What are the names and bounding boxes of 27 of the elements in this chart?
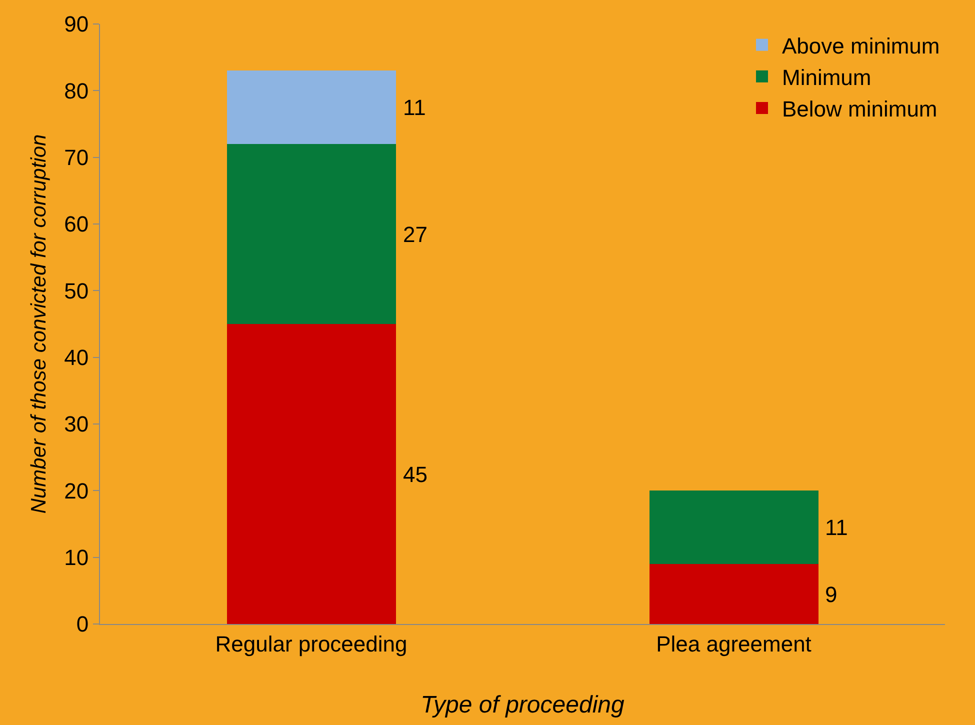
y-tick-label: 20 <box>64 478 89 504</box>
y-tick-label: 10 <box>64 545 89 570</box>
x-tick-label: Regular proceeding <box>215 631 408 656</box>
bar <box>649 564 818 624</box>
y-tick-label: 40 <box>64 345 89 370</box>
y-tick-label: 80 <box>64 78 89 104</box>
y-tick-label: 90 <box>64 12 89 37</box>
x-axis-title: Type of proceeding <box>420 692 625 719</box>
legend-label: Above minimum <box>782 33 940 58</box>
bar <box>226 144 396 324</box>
x-tick-label: Plea agreement <box>656 631 812 656</box>
legend-label: Below minimum <box>782 96 938 122</box>
y-axis-title: Number of those convicted for corruption <box>27 134 50 514</box>
legend-label: Minimum <box>782 64 872 90</box>
bar <box>649 490 818 564</box>
y-tick-label: 70 <box>64 145 89 170</box>
y-tick-label: 50 <box>64 278 89 304</box>
data-label: 11 <box>825 515 848 540</box>
y-tick-label: 60 <box>64 212 89 237</box>
data-label: 11 <box>403 95 426 120</box>
bar <box>226 70 396 144</box>
y-tick-label: 30 <box>64 412 89 437</box>
data-label: 27 <box>403 222 428 247</box>
data-label: 9 <box>825 582 838 607</box>
data-label: 45 <box>403 462 428 487</box>
y-tick-label: 0 <box>76 612 89 637</box>
bar <box>226 324 396 624</box>
